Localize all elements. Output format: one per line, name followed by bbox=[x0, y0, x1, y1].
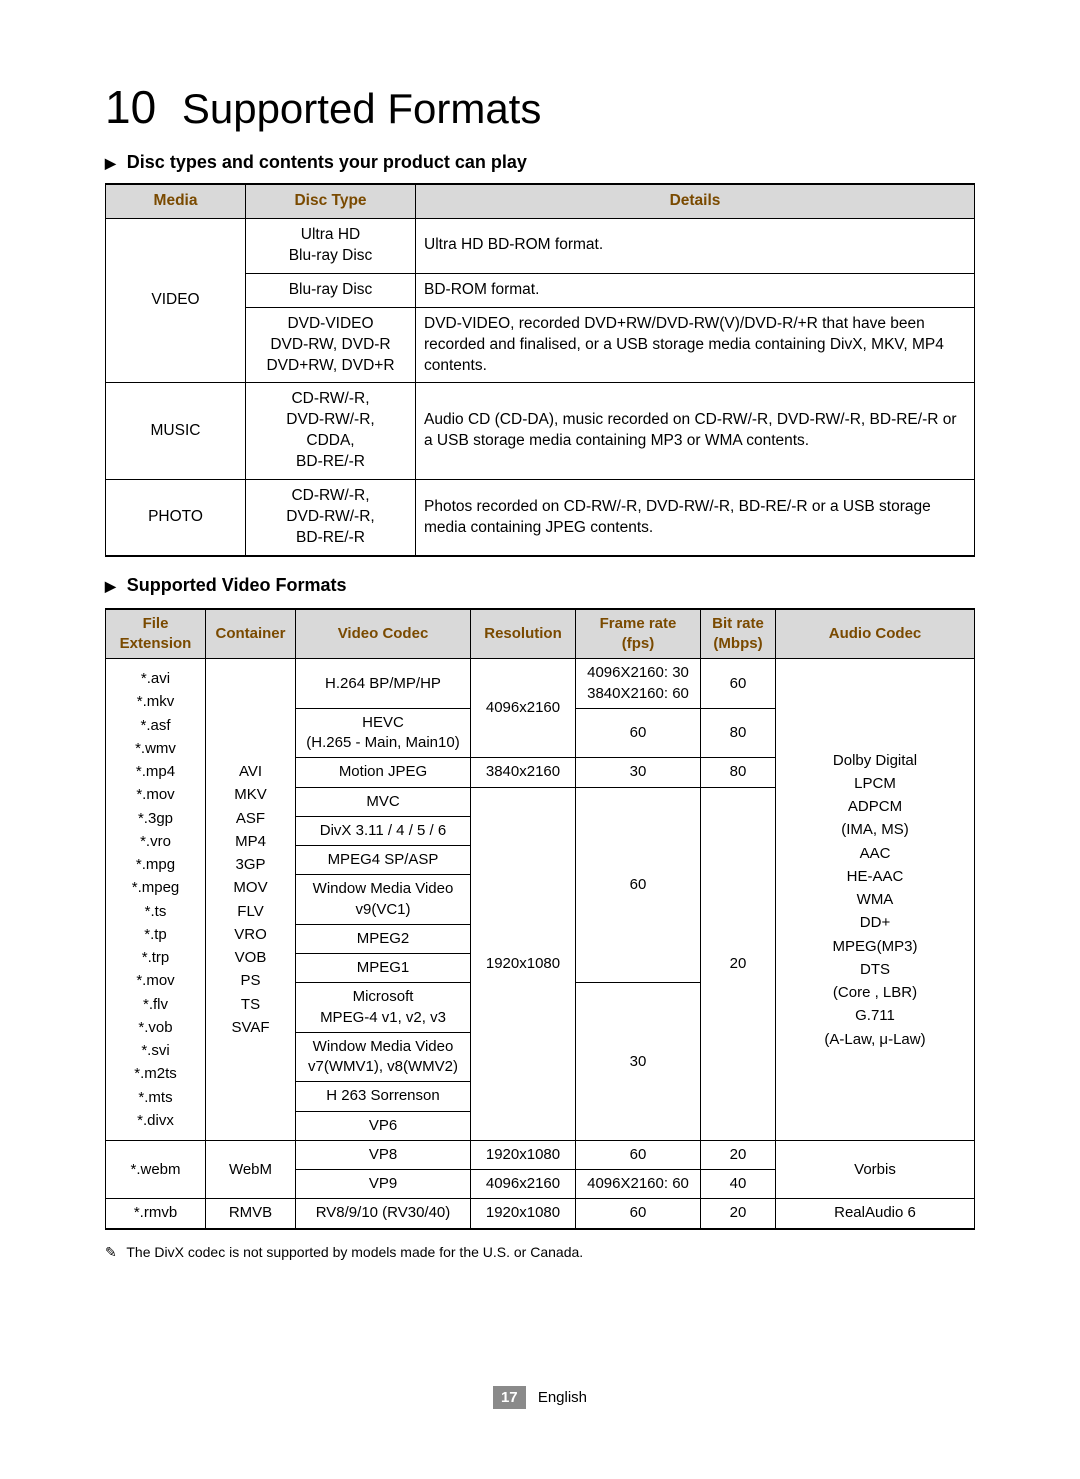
disc-type-cell: Blu-ray Disc bbox=[246, 273, 416, 307]
container-list: AVIMKVASFMP43GPMOVFLVVROVOBPSTSSVAF bbox=[206, 659, 296, 1141]
note-text: The DivX codec is not supported by model… bbox=[126, 1244, 583, 1260]
vcodec-cell: MVC bbox=[296, 787, 471, 816]
col-disc-type: Disc Type bbox=[246, 184, 416, 218]
media-music: MUSIC bbox=[106, 383, 246, 480]
vcodec-cell: Window Media Videov7(WMV1), v8(WMV2) bbox=[296, 1032, 471, 1082]
res-cell: 4096x2160 bbox=[471, 1170, 576, 1199]
chapter-number: 10 bbox=[105, 81, 156, 133]
page-footer: 17 English bbox=[0, 1386, 1080, 1409]
fps-cell: 60 bbox=[576, 1199, 701, 1229]
col-container: Container bbox=[206, 609, 296, 659]
disc-type-cell: CD-RW/-R,DVD-RW/-R,BD-RE/-R bbox=[246, 480, 416, 556]
triangle-icon: ▶ bbox=[105, 578, 116, 594]
col-ext: FileExtension bbox=[106, 609, 206, 659]
res-cell: 1920x1080 bbox=[471, 1140, 576, 1169]
table-row: PHOTO CD-RW/-R,DVD-RW/-R,BD-RE/-R Photos… bbox=[106, 480, 975, 556]
media-photo: PHOTO bbox=[106, 480, 246, 556]
vcodec-cell: RV8/9/10 (RV30/40) bbox=[296, 1199, 471, 1229]
container-webm: WebM bbox=[206, 1140, 296, 1199]
bitrate-cell: 20 bbox=[701, 1140, 776, 1169]
vcodec-cell: MPEG2 bbox=[296, 924, 471, 953]
vcodec-cell: VP6 bbox=[296, 1111, 471, 1140]
col-res: Resolution bbox=[471, 609, 576, 659]
video-formats-table: FileExtension Container Video Codec Reso… bbox=[105, 608, 975, 1230]
fps-cell: 4096X2160: 60 bbox=[576, 1170, 701, 1199]
res-cell: 4096x2160 bbox=[471, 659, 576, 758]
section1-header: ▶ Disc types and contents your product c… bbox=[105, 152, 975, 173]
chapter-title: 10 Supported Formats bbox=[105, 80, 975, 134]
details-cell: DVD-VIDEO, recorded DVD+RW/DVD-RW(V)/DVD… bbox=[416, 307, 975, 383]
fps-cell: 30 bbox=[576, 983, 701, 1141]
res-cell: 3840x2160 bbox=[471, 758, 576, 787]
vcodec-cell: VP9 bbox=[296, 1170, 471, 1199]
ext-webm: *.webm bbox=[106, 1140, 206, 1199]
fps-cell: 60 bbox=[576, 708, 701, 758]
table-row: *.avi*.mkv*.asf*.wmv*.mp4*.mov*.3gp*.vro… bbox=[106, 659, 975, 709]
col-acodec: Audio Codec bbox=[776, 609, 975, 659]
media-video: VIDEO bbox=[106, 218, 246, 383]
fps-cell: 60 bbox=[576, 787, 701, 983]
col-bitrate: Bit rate(Mbps) bbox=[701, 609, 776, 659]
vcodec-cell: MPEG1 bbox=[296, 954, 471, 983]
ext-list: *.avi*.mkv*.asf*.wmv*.mp4*.mov*.3gp*.vro… bbox=[106, 659, 206, 1141]
disc-type-cell: CD-RW/-R,DVD-RW/-R,CDDA,BD-RE/-R bbox=[246, 383, 416, 480]
bitrate-cell: 80 bbox=[701, 708, 776, 758]
footnote: ✎ The DivX codec is not supported by mod… bbox=[105, 1244, 975, 1261]
col-details: Details bbox=[416, 184, 975, 218]
fps-cell: 30 bbox=[576, 758, 701, 787]
col-vcodec: Video Codec bbox=[296, 609, 471, 659]
res-cell: 1920x1080 bbox=[471, 787, 576, 1140]
vcodec-cell: VP8 bbox=[296, 1140, 471, 1169]
disc-type-cell: Ultra HDBlu-ray Disc bbox=[246, 218, 416, 273]
table-row: MUSIC CD-RW/-R,DVD-RW/-R,CDDA,BD-RE/-R A… bbox=[106, 383, 975, 480]
details-cell: Audio CD (CD-DA), music recorded on CD-R… bbox=[416, 383, 975, 480]
chapter-title-text: Supported Formats bbox=[182, 85, 542, 132]
vcodec-cell: MPEG4 SP/ASP bbox=[296, 846, 471, 875]
vcodec-cell: HEVC(H.265 - Main, Main10) bbox=[296, 708, 471, 758]
bitrate-cell: 20 bbox=[701, 787, 776, 1140]
col-fps: Frame rate(fps) bbox=[576, 609, 701, 659]
vcodec-cell: H 263 Sorrenson bbox=[296, 1082, 471, 1111]
triangle-icon: ▶ bbox=[105, 155, 116, 171]
details-cell: Ultra HD BD-ROM format. bbox=[416, 218, 975, 273]
disc-types-table: Media Disc Type Details VIDEO Ultra HDBl… bbox=[105, 183, 975, 557]
vcodec-cell: Window Media Videov9(VC1) bbox=[296, 875, 471, 925]
bitrate-cell: 40 bbox=[701, 1170, 776, 1199]
table-row: *.rmvb RMVB RV8/9/10 (RV30/40) 1920x1080… bbox=[106, 1199, 975, 1229]
ext-rmvb: *.rmvb bbox=[106, 1199, 206, 1229]
disc-type-cell: DVD-VIDEODVD-RW, DVD-RDVD+RW, DVD+R bbox=[246, 307, 416, 383]
vcodec-cell: Motion JPEG bbox=[296, 758, 471, 787]
table-row: *.webm WebM VP8 1920x1080 60 20 Vorbis bbox=[106, 1140, 975, 1169]
col-media: Media bbox=[106, 184, 246, 218]
acodec-rmvb: RealAudio 6 bbox=[776, 1199, 975, 1229]
vcodec-cell: H.264 BP/MP/HP bbox=[296, 659, 471, 709]
fps-cell: 4096X2160: 303840X2160: 60 bbox=[576, 659, 701, 709]
acodec-main: Dolby DigitalLPCMADPCM(IMA, MS)AACHE-AAC… bbox=[776, 659, 975, 1141]
page-number: 17 bbox=[493, 1386, 526, 1409]
fps-cell: 60 bbox=[576, 1140, 701, 1169]
section1-title: Disc types and contents your product can… bbox=[127, 152, 527, 172]
bitrate-cell: 80 bbox=[701, 758, 776, 787]
bitrate-cell: 60 bbox=[701, 659, 776, 709]
section2-header: ▶ Supported Video Formats bbox=[105, 575, 975, 596]
details-cell: BD-ROM format. bbox=[416, 273, 975, 307]
page-language: English bbox=[538, 1389, 587, 1406]
note-icon: ✎ bbox=[105, 1244, 117, 1260]
section2-title: Supported Video Formats bbox=[127, 575, 347, 595]
acodec-webm: Vorbis bbox=[776, 1140, 975, 1199]
bitrate-cell: 20 bbox=[701, 1199, 776, 1229]
details-cell: Photos recorded on CD-RW/-R, DVD-RW/-R, … bbox=[416, 480, 975, 556]
vcodec-cell: MicrosoftMPEG-4 v1, v2, v3 bbox=[296, 983, 471, 1033]
container-rmvb: RMVB bbox=[206, 1199, 296, 1229]
vcodec-cell: DivX 3.11 / 4 / 5 / 6 bbox=[296, 816, 471, 845]
table-row: VIDEO Ultra HDBlu-ray Disc Ultra HD BD-R… bbox=[106, 218, 975, 273]
res-cell: 1920x1080 bbox=[471, 1199, 576, 1229]
